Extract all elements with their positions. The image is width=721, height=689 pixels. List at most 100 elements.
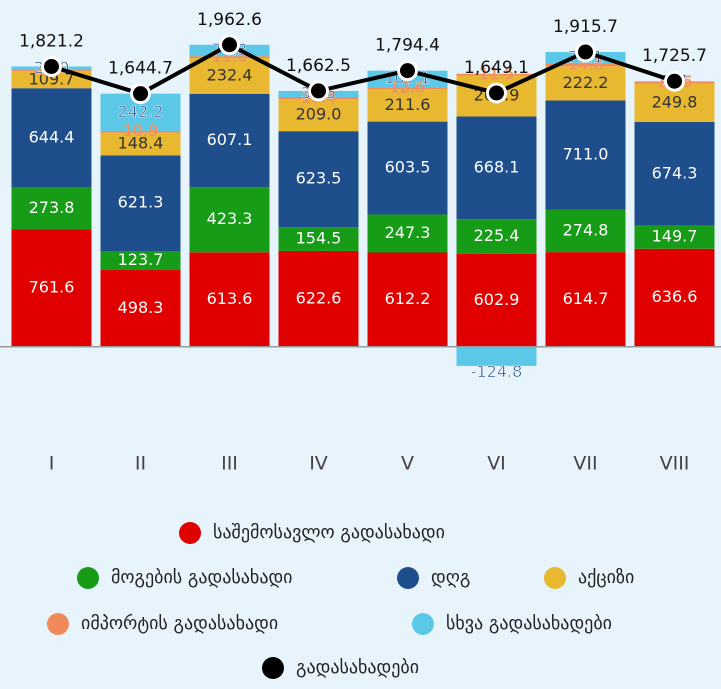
x-tick-label: VIII bbox=[660, 453, 690, 475]
legend-label: აქციზი bbox=[578, 567, 634, 588]
data-label: 12.6 bbox=[390, 78, 426, 97]
data-label: 211.6 bbox=[385, 95, 431, 114]
data-label: 668.1 bbox=[474, 157, 520, 176]
data-label: 109.7 bbox=[29, 69, 75, 88]
data-label: 644.4 bbox=[29, 127, 75, 146]
bar-segment bbox=[189, 187, 270, 253]
legend-marker bbox=[544, 567, 566, 589]
legend-label: მოგების გადასახადი bbox=[111, 567, 293, 588]
total-marker bbox=[219, 34, 240, 56]
bar-segment bbox=[634, 248, 715, 347]
bar-segment bbox=[367, 121, 448, 215]
bar-segment bbox=[11, 71, 92, 89]
bar-segment bbox=[367, 214, 448, 253]
bar-segment bbox=[100, 132, 181, 156]
data-label: 123.7 bbox=[118, 250, 164, 269]
legend-label: გადასახადები bbox=[296, 657, 419, 678]
data-label: 623.5 bbox=[296, 169, 342, 188]
bar-segment bbox=[100, 251, 181, 271]
data-label: 225.4 bbox=[474, 226, 520, 245]
data-label: 242.2 bbox=[118, 102, 164, 121]
bar-segment bbox=[456, 346, 537, 366]
bar-segment bbox=[545, 64, 626, 67]
data-label: 249.8 bbox=[652, 92, 698, 111]
total-marker bbox=[397, 60, 418, 82]
legend-label: იმპორტის გადასახადი bbox=[81, 613, 278, 634]
data-label: 711.0 bbox=[563, 145, 609, 164]
data-label: 273.8 bbox=[29, 198, 75, 217]
x-tick-label: I bbox=[49, 453, 55, 475]
legend-label: სხვა გადასახადები bbox=[446, 613, 612, 634]
legend-marker bbox=[412, 613, 434, 635]
x-tick-label: III bbox=[221, 453, 238, 475]
bar-segment bbox=[456, 73, 537, 76]
data-label: 674.3 bbox=[652, 163, 698, 182]
bar-segment bbox=[278, 250, 359, 347]
total-marker bbox=[308, 80, 329, 102]
total-label: 1,794.4 bbox=[375, 36, 440, 56]
data-label: 498.3 bbox=[118, 298, 164, 317]
data-label: 148.4 bbox=[118, 134, 164, 153]
data-label: 622.6 bbox=[296, 288, 342, 307]
data-label: 602.9 bbox=[474, 290, 520, 309]
bar-segment bbox=[367, 87, 448, 90]
bar-segment bbox=[100, 155, 181, 251]
total-label: 1,725.7 bbox=[642, 46, 707, 66]
bar-segment bbox=[545, 66, 626, 101]
x-tick-label: VI bbox=[487, 453, 506, 475]
bar-segment bbox=[545, 252, 626, 347]
bar-segment bbox=[634, 225, 715, 249]
data-label: 154.5 bbox=[296, 229, 342, 248]
legend-label: დღგ bbox=[431, 567, 470, 588]
total-marker bbox=[130, 83, 151, 105]
legend-marker bbox=[47, 613, 69, 635]
x-tick-label: IV bbox=[309, 453, 328, 475]
bar-segment bbox=[456, 219, 537, 254]
total-label: 1,962.6 bbox=[197, 10, 262, 30]
x-tick-label: VII bbox=[573, 453, 597, 475]
bar-segment bbox=[634, 121, 715, 226]
bar-segment bbox=[100, 270, 181, 347]
data-label: 607.1 bbox=[207, 130, 253, 149]
bar-segment bbox=[545, 209, 626, 253]
data-label: 621.3 bbox=[118, 193, 164, 212]
bar-segment bbox=[100, 130, 181, 133]
total-label: 1,821.2 bbox=[19, 32, 84, 52]
data-label: 14.8 bbox=[568, 55, 604, 74]
total-marker bbox=[664, 70, 685, 92]
data-label: 603.5 bbox=[385, 158, 431, 177]
bar-segment bbox=[367, 252, 448, 347]
bar-segment bbox=[189, 252, 270, 347]
legend-marker bbox=[397, 567, 419, 589]
data-label: 232.4 bbox=[207, 65, 253, 84]
data-label: 222.2 bbox=[563, 73, 609, 92]
legend-label: საშემოსავლო გადასახადი bbox=[213, 522, 445, 543]
data-label: 613.6 bbox=[207, 289, 253, 308]
data-label: 209.0 bbox=[296, 105, 342, 124]
data-label: -124.8 bbox=[471, 362, 523, 381]
total-label: 1,915.7 bbox=[553, 17, 618, 37]
legend-marker bbox=[262, 657, 284, 679]
data-label: 612.2 bbox=[385, 289, 431, 308]
bar-segment bbox=[278, 227, 359, 251]
data-label: 614.7 bbox=[563, 289, 609, 308]
total-marker bbox=[486, 82, 507, 104]
total-label: 1,649.1 bbox=[464, 58, 529, 78]
bar-segment bbox=[189, 93, 270, 188]
bar-segment bbox=[367, 89, 448, 122]
data-label: 274.8 bbox=[563, 220, 609, 239]
data-label: 149.7 bbox=[652, 227, 698, 246]
legend-marker bbox=[77, 567, 99, 589]
bar-segment bbox=[11, 187, 92, 230]
bar-segment bbox=[456, 116, 537, 220]
total-label: 1,644.7 bbox=[108, 59, 173, 79]
data-label: 247.3 bbox=[385, 223, 431, 242]
bar-segment bbox=[11, 88, 92, 188]
total-label: 1,662.5 bbox=[286, 56, 351, 76]
bar-segment bbox=[278, 99, 359, 132]
data-label: 10.9 bbox=[123, 121, 159, 140]
total-marker bbox=[575, 41, 596, 63]
total-line bbox=[50, 42, 676, 96]
data-label: 11.5 bbox=[479, 64, 515, 83]
